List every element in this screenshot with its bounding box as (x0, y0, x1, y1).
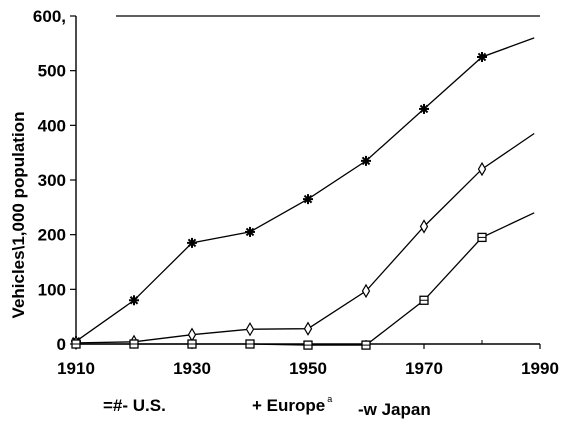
data-point-europe (361, 283, 371, 299)
data-point-japan (245, 339, 255, 349)
data-point-europe (303, 321, 313, 336)
y-tick-label: 0 (57, 335, 66, 354)
data-point-u-s (477, 52, 487, 62)
legend-superscript: a (327, 394, 332, 404)
x-tick-label: 1970 (405, 359, 443, 378)
data-point-japan (419, 295, 429, 305)
data-point-japan (187, 339, 197, 349)
data-point-japan (303, 340, 313, 350)
y-tick-label: 300 (38, 171, 66, 190)
data-point-japan (71, 339, 81, 349)
legend-item-europe: + Europe (252, 396, 325, 415)
y-tick-label: 200 (38, 226, 66, 245)
y-tick-label: 400 (38, 116, 66, 135)
data-point-u-s (419, 103, 429, 114)
legend: =#- U.S. + Europe a -w Japan (103, 394, 431, 419)
data-point-europe (245, 322, 255, 337)
y-axis-ticks: 0 100 200 300 400 500 600, (33, 7, 76, 354)
data-point-japan (477, 232, 487, 243)
y-tick-label: 500 (38, 62, 66, 81)
x-tick-label: 1950 (289, 359, 327, 378)
data-point-u-s (303, 194, 313, 205)
data-point-u-s (129, 295, 139, 306)
data-point-u-s (361, 155, 371, 166)
series-line-europe (75, 132, 535, 344)
x-tick-label: 1930 (173, 359, 211, 378)
x-axis-ticks: 1910 1930 1950 1970 1990 (57, 340, 559, 378)
legend-item-japan: -w Japan (358, 400, 431, 419)
y-tick-label: 600, (33, 7, 66, 26)
y-tick-label: 100 (38, 280, 66, 299)
legend-item-u-s: =#- U.S. (103, 396, 166, 415)
y-axis-title: Vehicles\1,000 population (9, 112, 28, 319)
x-tick-label: 1990 (521, 359, 559, 378)
series-group (71, 37, 535, 351)
data-point-japan (129, 339, 139, 349)
x-tick-label: 1910 (57, 359, 95, 378)
data-point-u-s (245, 226, 255, 237)
data-point-japan (361, 340, 371, 350)
data-point-europe (477, 161, 487, 177)
data-point-europe (187, 327, 197, 342)
data-point-europe (419, 219, 429, 234)
series-line-u-s (75, 37, 535, 342)
series-line-japan (76, 212, 535, 346)
data-point-u-s (187, 237, 197, 248)
